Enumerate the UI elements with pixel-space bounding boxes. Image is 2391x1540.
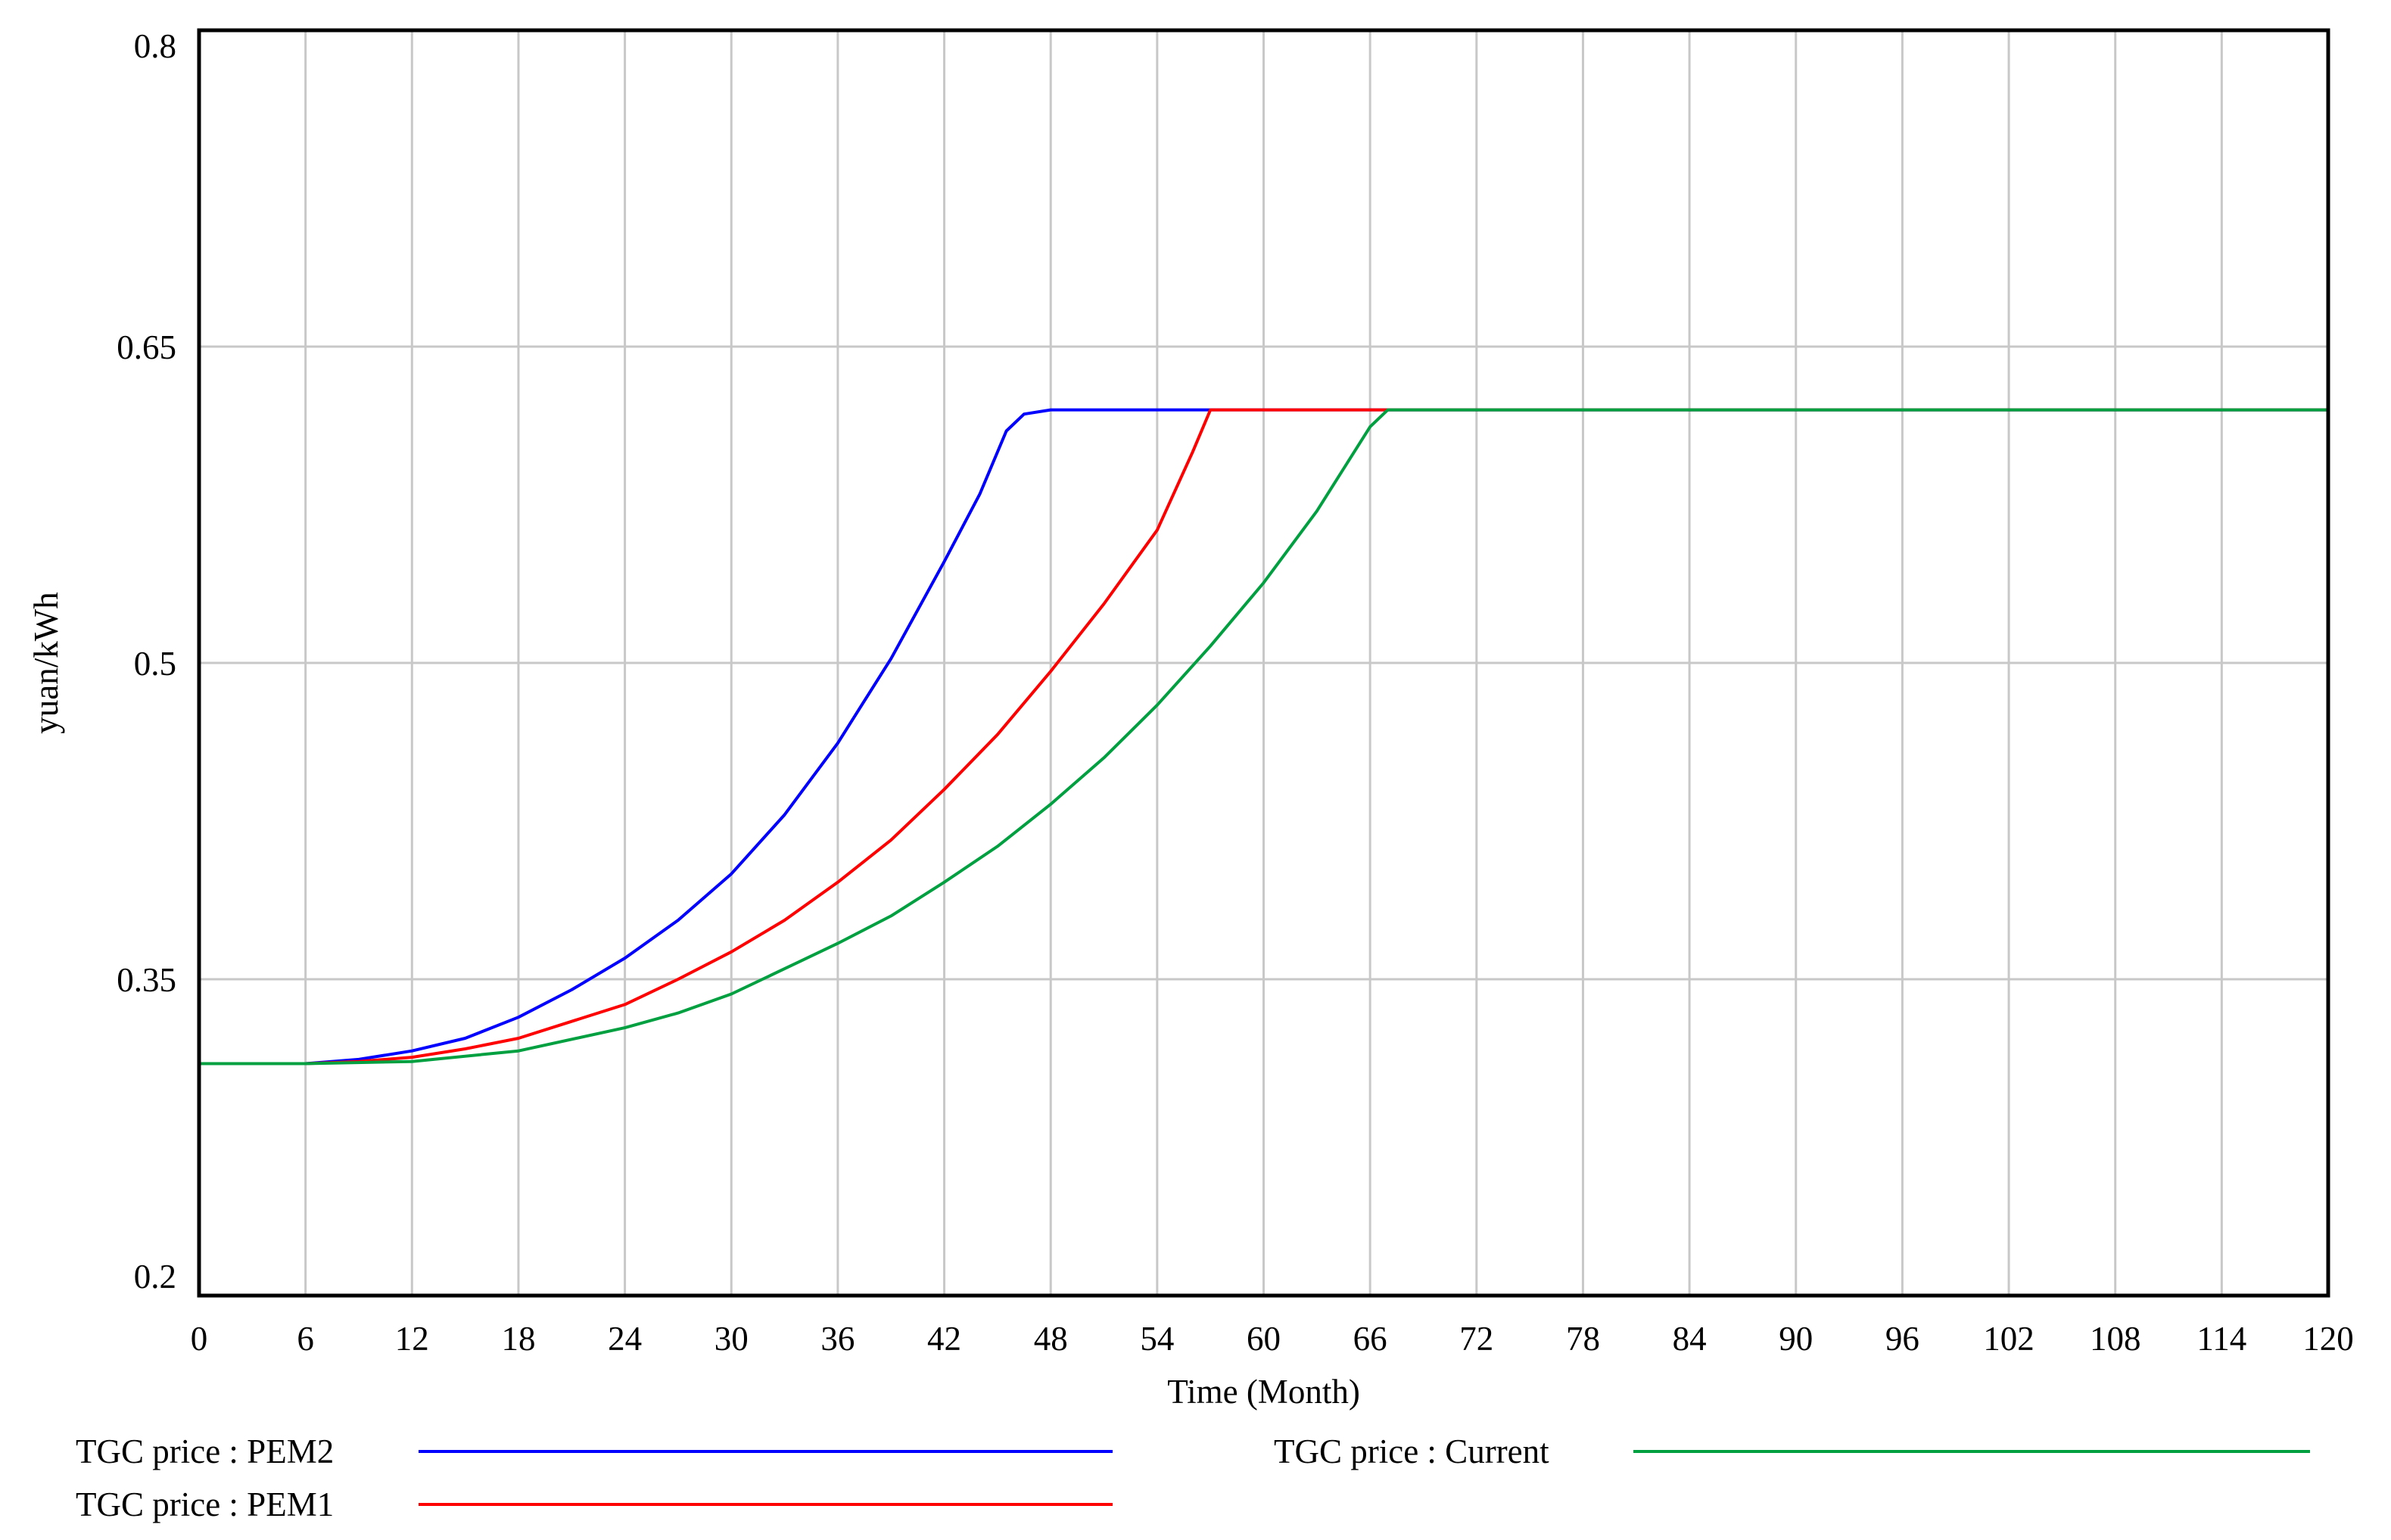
x-tick-label: 96 — [1885, 1320, 1919, 1358]
x-tick-label: 30 — [714, 1320, 749, 1358]
x-tick-label: 60 — [1247, 1320, 1281, 1358]
x-tick-label: 102 — [1983, 1320, 2035, 1358]
y-tick-label: 0.65 — [117, 328, 176, 366]
y-tick-label: 0.2 — [134, 1258, 176, 1296]
x-tick-label: 0 — [191, 1320, 208, 1358]
x-axis-tick-labels: 0 6 12 18 24 30 36 42 48 54 60 66 72 78 84 90 96 102 108 11… — [191, 1320, 2354, 1358]
x-tick-label: 114 — [2196, 1320, 2246, 1358]
x-tick-label: 72 — [1459, 1320, 1493, 1358]
plot-frame — [197, 28, 2330, 1298]
x-tick-label: 36 — [820, 1320, 855, 1358]
x-tick-label: 78 — [1566, 1320, 1600, 1358]
x-tick-label: 48 — [1034, 1320, 1068, 1358]
y-axis-title: yuan/kWh — [27, 592, 65, 733]
x-tick-label: 108 — [2090, 1320, 2141, 1358]
y-tick-label: 0.5 — [134, 645, 176, 683]
y-axis-tick-labels: 0.2 0.35 0.5 0.65 0.8 — [117, 27, 176, 1296]
legend-label: TGC price : PEM1 — [76, 1486, 334, 1523]
x-tick-label: 120 — [2302, 1320, 2354, 1358]
x-axis-title: Time (Month) — [1167, 1373, 1360, 1411]
x-tick-label: 18 — [501, 1320, 535, 1358]
x-tick-label: 90 — [1779, 1320, 1813, 1358]
x-tick-label: 24 — [608, 1320, 642, 1358]
legend: TGC price : PEM2 TGC price : PEM1 TGC pric… — [76, 1433, 2310, 1523]
series-line-3 — [199, 408, 2328, 1066]
series-line-1 — [199, 408, 2328, 1066]
y-tick-label: 0.8 — [134, 27, 176, 65]
x-tick-label: 84 — [1673, 1320, 1707, 1358]
x-tick-label: 12 — [395, 1320, 429, 1358]
series-line-2 — [199, 408, 2328, 1066]
series-lines — [199, 408, 2328, 1066]
x-tick-label: 66 — [1353, 1320, 1387, 1358]
x-tick-label: 6 — [297, 1320, 314, 1358]
x-tick-label: 42 — [927, 1320, 961, 1358]
x-tick-label: 54 — [1140, 1320, 1174, 1358]
y-tick-label: 0.35 — [117, 961, 176, 999]
legend-label: TGC price : Current — [1274, 1433, 1549, 1470]
gridlines — [199, 30, 2328, 1296]
legend-label: TGC price : PEM2 — [76, 1433, 334, 1470]
